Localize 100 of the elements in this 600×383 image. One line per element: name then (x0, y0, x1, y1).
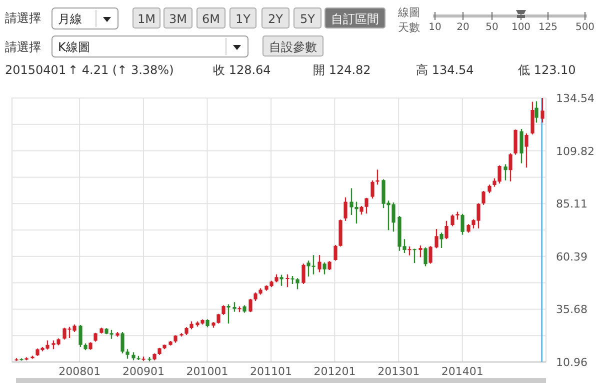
candlestick (142, 356, 146, 361)
candlestick (482, 191, 486, 205)
candlestick (280, 274, 284, 286)
candlestick (460, 214, 464, 235)
candlestick (84, 343, 88, 350)
candlestick (534, 101, 538, 123)
candlestick (524, 133, 528, 168)
candlestick (136, 356, 140, 360)
candlestick (14, 358, 18, 361)
candlestick (354, 202, 358, 224)
candlestick (306, 260, 310, 276)
text: 天數 (398, 21, 420, 34)
text: 3M (169, 12, 187, 26)
text: 開 124.82 (313, 63, 371, 77)
candlestick (242, 305, 246, 313)
y-tick-label: 109.82 (556, 144, 594, 158)
y-tick-label: 10.96 (556, 356, 588, 369)
text: 5Y (300, 12, 316, 26)
candlestick (412, 248, 416, 264)
candlestick (120, 332, 124, 354)
candlestick (148, 357, 152, 362)
candlestick (274, 274, 278, 282)
y-tick-label: 134.54 (556, 92, 594, 105)
text: 高 134.54 (416, 63, 474, 77)
candlestick (450, 214, 454, 226)
y-tick-label: 85.11 (556, 198, 588, 211)
candlestick (206, 319, 210, 328)
text: 收 128.64 (213, 63, 271, 77)
candlestick (190, 321, 194, 330)
y-tick-label: 60.39 (556, 250, 588, 264)
candlestick (434, 229, 438, 248)
text: 線圖 (397, 6, 420, 19)
candlestick (238, 306, 242, 312)
text: 50 (486, 22, 498, 33)
text: 2Y (268, 12, 284, 26)
candlestick (508, 153, 512, 182)
candlestick (264, 285, 268, 291)
candlestick (440, 232, 444, 248)
candlestick (174, 335, 178, 343)
candlestick (78, 324, 82, 347)
candlestick (180, 333, 184, 336)
candlestick (126, 349, 130, 359)
x-tick-label: 200801 (58, 365, 101, 378)
text: 低 123.10 (518, 63, 576, 77)
text: 6M (202, 12, 220, 26)
candlestick (408, 246, 412, 256)
candlestick (456, 212, 460, 220)
candlestick (100, 328, 104, 334)
candlestick (254, 292, 258, 302)
candlestick (232, 302, 236, 312)
candlestick (520, 129, 524, 164)
text: 10 (428, 22, 442, 33)
x-tick-label: 201101 (250, 365, 292, 378)
candlestick (504, 164, 508, 180)
candlestick (350, 188, 354, 215)
candlestick (132, 352, 136, 360)
text: 20150401 (5, 63, 66, 77)
candlestick (20, 358, 24, 361)
candlestick (226, 304, 230, 324)
text: K線圖 (58, 40, 90, 54)
text: 500 (575, 22, 595, 33)
text: 請選擇 (5, 11, 41, 25)
text: ↑ 4.21 (↑ 3.38%) (68, 63, 174, 77)
candlestick (302, 264, 306, 284)
text: 125 (538, 22, 558, 33)
candlestick (514, 129, 518, 155)
y-tick-label: 35.68 (556, 303, 588, 316)
candlestick (466, 224, 470, 233)
candlestick (318, 255, 322, 272)
candlestick (88, 342, 92, 350)
candlestick (370, 180, 374, 198)
candlestick (94, 332, 98, 342)
candlestick (488, 184, 492, 194)
text: 100 (511, 22, 531, 33)
text: 月線 (58, 12, 82, 26)
x-tick-label: 201401 (441, 365, 484, 378)
candlestick (116, 332, 120, 337)
candlestick (162, 344, 166, 350)
candlestick (540, 98, 544, 122)
candlestick (168, 340, 172, 346)
x-tick-label: 201301 (378, 365, 420, 378)
candlestick (158, 348, 162, 355)
text: 自訂區間 (331, 12, 379, 26)
candlestick (222, 305, 226, 315)
candlestick (418, 245, 422, 258)
candlestick (530, 102, 534, 134)
x-tick-label: 200901 (122, 365, 164, 378)
text: 自設參數 (269, 40, 317, 54)
candlestick (152, 353, 156, 360)
candlestick (360, 206, 364, 215)
candlestick (364, 198, 368, 214)
x-tick-label: 201001 (186, 365, 228, 378)
candlestick (424, 247, 428, 266)
candlestick (184, 327, 188, 335)
candlestick (428, 246, 432, 264)
candlestick (248, 298, 252, 312)
x-tick-label: 201201 (314, 365, 356, 378)
candlestick (270, 280, 274, 288)
text: 20 (456, 22, 470, 33)
text: 1Y (236, 12, 252, 26)
